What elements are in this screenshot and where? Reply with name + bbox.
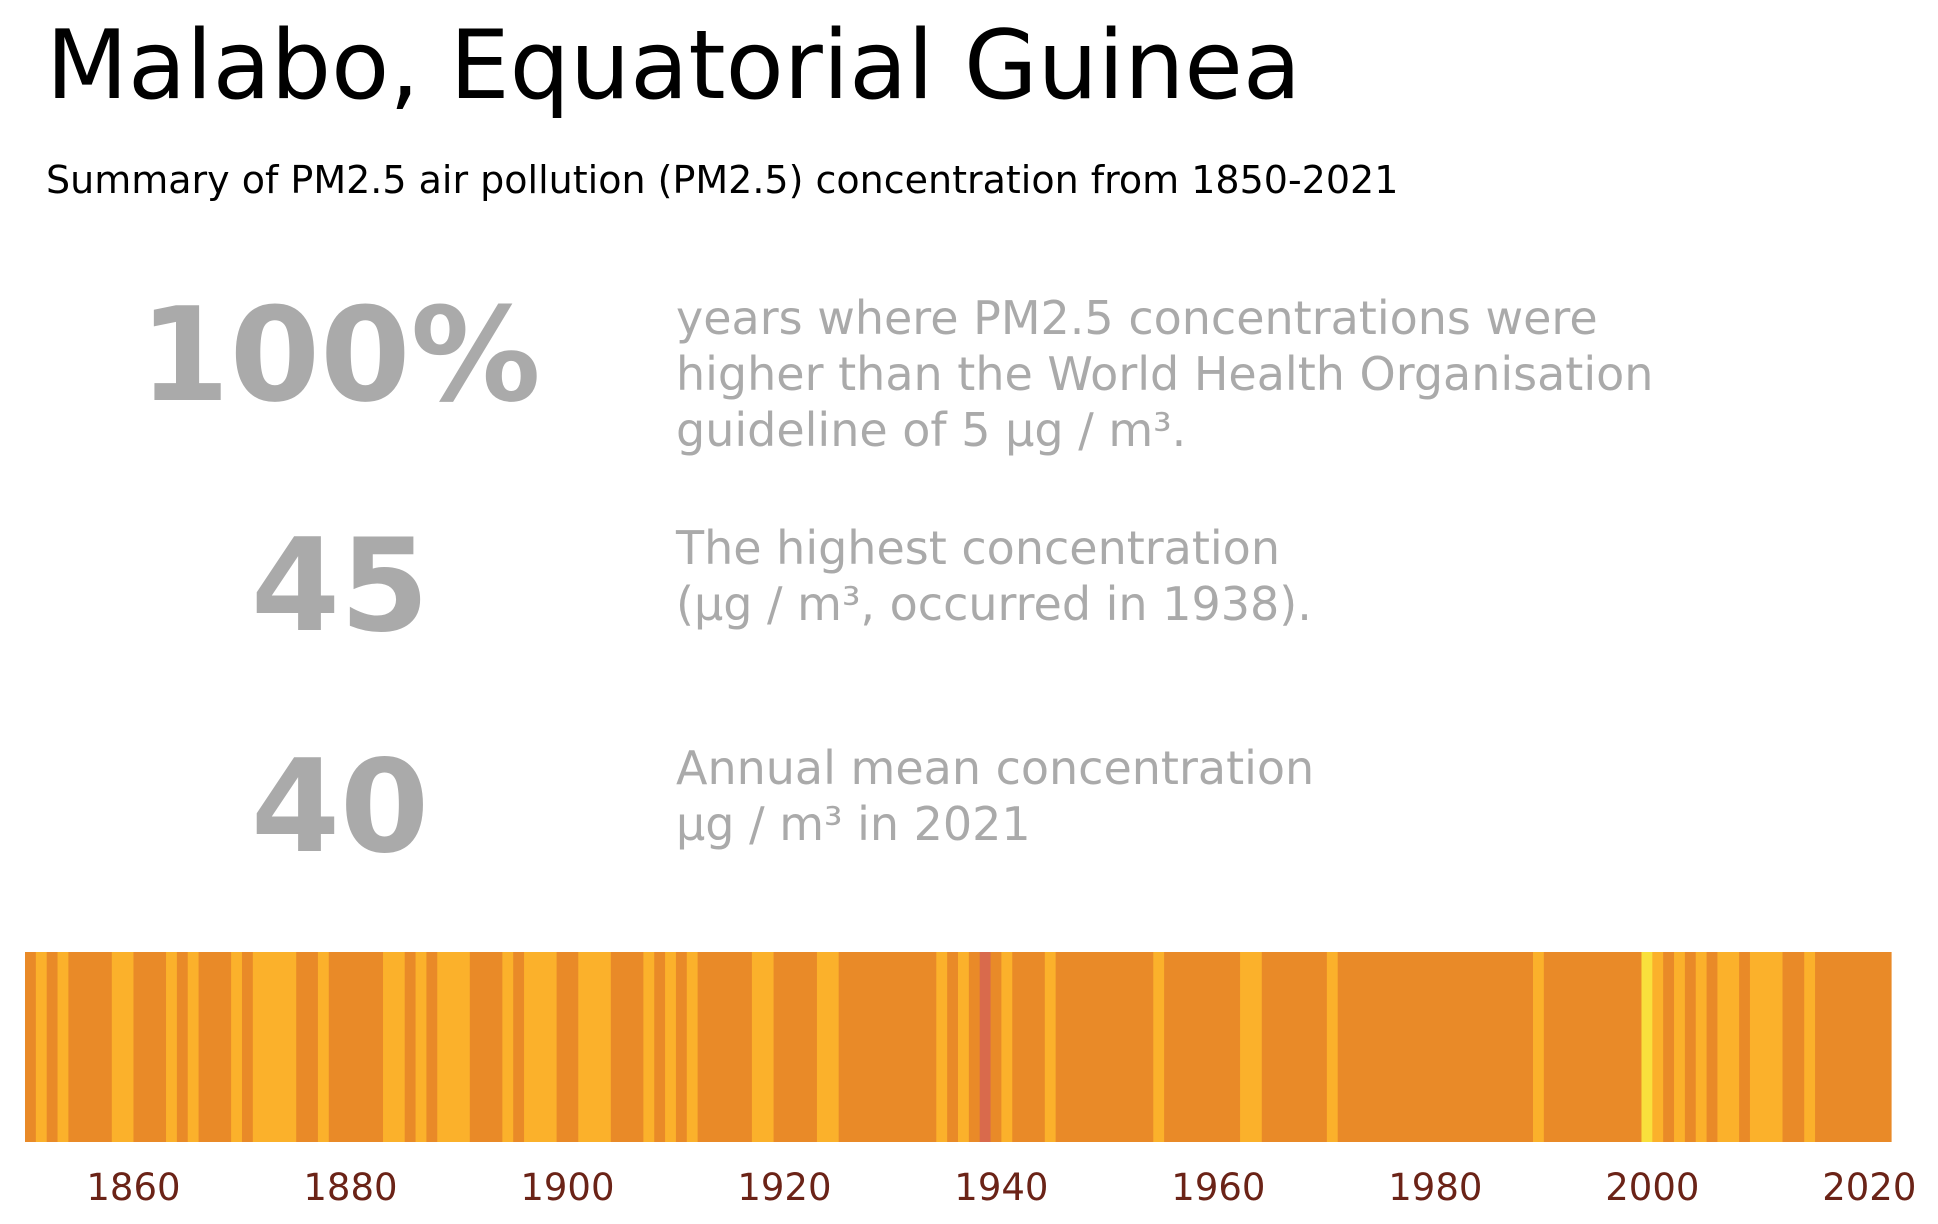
stripe-2002-2003 — [1674, 952, 1686, 1142]
stripe-1871-1875 — [252, 952, 297, 1142]
stripe-1999-2000 — [1641, 952, 1653, 1142]
stripe-1971-1989 — [1337, 952, 1534, 1142]
stripe-1853-1854 — [57, 952, 69, 1142]
x-tick-label: 2020 — [1822, 1166, 1916, 1209]
stripe-1908-1909 — [654, 952, 666, 1142]
stripe-1923-1925 — [816, 952, 840, 1142]
stripe-1944-1945 — [1044, 952, 1057, 1142]
stripe-1854-1858 — [68, 952, 113, 1142]
stripe-1895-1896 — [513, 952, 525, 1142]
stripe-1896-1899 — [524, 952, 558, 1142]
stripe-1875-1877 — [296, 952, 319, 1142]
stripe-1909-1910 — [665, 952, 677, 1142]
stripe-1989-1990 — [1532, 952, 1545, 1142]
x-tick-label: 1920 — [737, 1166, 831, 1209]
stripe-2001-2002 — [1663, 952, 1675, 1142]
stripe-1864-1865 — [176, 952, 189, 1142]
stat-highest-value: 45 — [250, 512, 430, 661]
stripe-1907-1908 — [643, 952, 655, 1142]
stripe-1899-1901 — [556, 952, 579, 1142]
stripe-1878-1883 — [328, 952, 384, 1142]
stripe-2012-2014 — [1782, 952, 1805, 1142]
x-tick-label: 2000 — [1605, 1166, 1699, 1209]
stat-percent-description: years where PM2.5 concentrations were hi… — [676, 291, 1654, 457]
stripe-1852-1853 — [46, 952, 59, 1142]
page-subtitle: Summary of PM2.5 air pollution (PM2.5) c… — [46, 158, 1399, 202]
stripe-2015-2022 — [1815, 952, 1892, 1142]
stripe-1904-1907 — [610, 952, 644, 1142]
stripe-1886-1887 — [415, 952, 428, 1142]
stripe-1911-1912 — [686, 952, 699, 1142]
stripe-1917-1919 — [751, 952, 775, 1142]
stripe-2008-2009 — [1739, 952, 1751, 1142]
stripe-1962-1964 — [1240, 952, 1263, 1142]
stripe-1934-1935 — [936, 952, 948, 1142]
stripe-1939-1940 — [990, 952, 1002, 1142]
stripe-2003-2004 — [1684, 952, 1697, 1142]
stripe-1941-1944 — [1012, 952, 1046, 1142]
x-tick-label: 1860 — [86, 1166, 180, 1209]
stripe-1883-1885 — [383, 952, 406, 1142]
stripe-1964-1970 — [1261, 952, 1328, 1142]
stripe-1860-1863 — [133, 952, 167, 1142]
x-tick-label: 1880 — [303, 1166, 397, 1209]
stripe-2009-2012 — [1749, 952, 1784, 1142]
stripe-1894-1895 — [502, 952, 514, 1142]
x-tick-label: 1900 — [520, 1166, 614, 1209]
stripe-1885-1886 — [404, 952, 417, 1142]
stripe-1936-1937 — [958, 952, 970, 1142]
stripe-2000-2001 — [1652, 952, 1664, 1142]
x-axis: 1860 1880 1900 1920 1940 1960 1980 2000 2020 — [86, 1166, 1916, 1209]
x-tick-label: 1980 — [1388, 1166, 1482, 1209]
stripe-2004-2005 — [1695, 952, 1708, 1142]
stripe-1919-1923 — [773, 952, 818, 1142]
stripe-1851-1852 — [35, 952, 48, 1142]
stripe-1869-1870 — [231, 952, 243, 1142]
stripe-1955-1962 — [1164, 952, 1241, 1142]
stripe-1888-1891 — [437, 952, 471, 1142]
stat-highest-description: The highest concentration (µg / m³, occu… — [676, 521, 1312, 631]
stripe-1850-1851 — [25, 952, 37, 1142]
stripe-1945-1954 — [1055, 952, 1154, 1142]
stripe-1910-1911 — [675, 952, 688, 1142]
stripe-1870-1871 — [241, 952, 254, 1142]
stripe-1938-1939 — [979, 952, 992, 1142]
stripe-1901-1904 — [578, 952, 612, 1142]
stripe-1887-1888 — [426, 952, 438, 1142]
stripe-1970-1971 — [1326, 952, 1339, 1142]
stripe-1937-1938 — [968, 952, 981, 1142]
stripe-2014-2015 — [1804, 952, 1816, 1142]
stripe-1891-1894 — [469, 952, 503, 1142]
stat-mean-value: 40 — [250, 733, 430, 882]
stripe-1935-1936 — [947, 952, 959, 1142]
stat-percent-value: 100% — [139, 279, 541, 431]
stripe-1858-1860 — [111, 952, 135, 1142]
stripe-2005-2006 — [1706, 952, 1719, 1142]
stripe-1866-1869 — [198, 952, 232, 1142]
x-tick-label: 1940 — [954, 1166, 1048, 1209]
x-tick-label: 1960 — [1171, 1166, 1265, 1209]
stripe-1865-1866 — [187, 952, 200, 1142]
stat-mean-description: Annual mean concentration µg / m³ in 202… — [676, 741, 1315, 851]
stripes-group — [25, 952, 1892, 1142]
stripe-2006-2008 — [1717, 952, 1740, 1142]
stripe-1990-1999 — [1543, 952, 1643, 1142]
stripe-1863-1864 — [166, 952, 178, 1142]
stripe-1954-1955 — [1153, 952, 1165, 1142]
stripe-1877-1878 — [317, 952, 330, 1142]
stripe-1912-1917 — [697, 952, 753, 1142]
stripe-1925-1934 — [838, 952, 937, 1142]
stripe-1940-1941 — [1001, 952, 1013, 1142]
page-title: Malabo, Equatorial Guinea — [46, 11, 1302, 121]
